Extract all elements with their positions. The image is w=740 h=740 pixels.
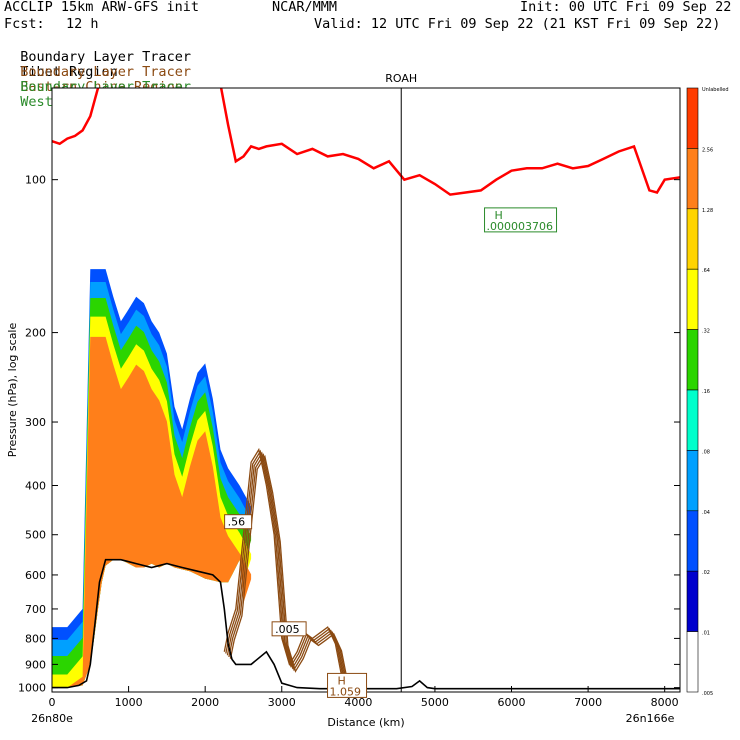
tropopause-line xyxy=(52,88,680,196)
x-tick-label: 5000 xyxy=(421,696,449,709)
y-tick-label: 700 xyxy=(25,603,46,616)
model-title: ACCLIP 15km ARW-GFS init xyxy=(4,0,200,15)
x-tick-label: 8000 xyxy=(651,696,679,709)
contour-label: .56 xyxy=(228,516,246,529)
colorbar-segment xyxy=(686,87,699,149)
y-tick-label: 900 xyxy=(25,658,46,671)
china-contour-line xyxy=(225,449,346,686)
extremum-value: .000003706 xyxy=(487,220,553,233)
contour-label-box xyxy=(271,621,307,637)
colorbar-label: .32 xyxy=(702,329,710,335)
valid-time: Valid: 12 UTC Fri 09 Sep 22 (21 KST Fri … xyxy=(314,16,721,32)
tracer-prefix: Boundary Layer Tracer xyxy=(20,64,191,80)
tracer-region: Tibet Region xyxy=(20,64,118,80)
colorbar-segment xyxy=(686,148,699,210)
right-endpoint-label: 26n166e xyxy=(626,712,675,725)
y-tick-label: 200 xyxy=(25,327,46,340)
extremum-label: H xyxy=(495,209,503,222)
colorbar-label: .08 xyxy=(702,449,710,455)
contour-label-box xyxy=(224,514,253,530)
terrain-line xyxy=(52,558,680,690)
x-tick-label: 7000 xyxy=(574,696,602,709)
station-label: ROAH xyxy=(385,72,417,85)
center-title: NCAR/MMM xyxy=(272,0,338,15)
plot-layer xyxy=(52,88,680,691)
tracer-legend-tibet: Boundary Layer Tracer Tibet Region xyxy=(4,35,191,80)
x-axis-label: Distance (km) xyxy=(327,716,404,729)
x-tick-label: 0 xyxy=(49,696,56,709)
tracer-prefix: Boundary Layer Tracer xyxy=(20,49,191,65)
extremum-box xyxy=(327,672,368,698)
init-time: Init: 00 UTC Fri 09 Sep 22 xyxy=(520,0,732,15)
colorbar-label: .02 xyxy=(702,570,710,576)
colorbar-segment xyxy=(686,450,699,512)
colorbar-segment xyxy=(686,389,699,451)
y-tick-label: 1000 xyxy=(18,682,46,695)
extremum-label: H xyxy=(338,674,346,687)
extremum-value: 1.059 xyxy=(330,685,362,698)
left-endpoint-label: 26n80e xyxy=(31,712,73,725)
colorbar-label: .64 xyxy=(702,268,710,274)
colorbar-label: .01 xyxy=(702,631,710,637)
colorbar-label: 2.56 xyxy=(702,147,713,153)
x-tick-label: 3000 xyxy=(268,696,296,709)
extremum-box xyxy=(484,207,558,233)
fcst-value: 12 h xyxy=(66,16,99,32)
y-tick-label: 400 xyxy=(25,479,46,492)
fcst-label: Fcst: xyxy=(4,16,45,32)
y-axis-label: Pressure (hPa), log scale xyxy=(6,323,19,458)
tracer-band-4 xyxy=(52,336,252,688)
x-tick-label: 2000 xyxy=(191,696,219,709)
colorbar-label: .04 xyxy=(702,510,710,516)
china-contour-line xyxy=(223,447,344,684)
colorbar-label: Unlabelled xyxy=(702,87,729,93)
colorbar-segment xyxy=(686,631,699,693)
china-contour-line xyxy=(226,451,347,687)
y-tick-label: 300 xyxy=(25,416,46,429)
colorbar-label: 1.28 xyxy=(702,208,713,214)
x-tick-label: 6000 xyxy=(498,696,526,709)
colorbar-label: .16 xyxy=(702,389,710,395)
colorbar-segment xyxy=(686,329,699,391)
china-contour-line xyxy=(229,454,350,691)
colorbar-label: .005 xyxy=(702,691,713,697)
x-tick-label: 1000 xyxy=(115,696,143,709)
y-tick-label: 600 xyxy=(25,569,46,582)
china-contour-line xyxy=(228,453,349,689)
colorbar-segment xyxy=(686,570,699,632)
colorbar-segment xyxy=(686,208,699,270)
y-tick-label: 100 xyxy=(25,174,46,187)
x-tick-label: 4000 xyxy=(344,696,372,709)
contour-label: .005 xyxy=(275,623,300,636)
colorbar-segment xyxy=(686,510,699,572)
y-tick-label: 500 xyxy=(25,529,46,542)
colorbar-segment xyxy=(686,268,699,330)
y-tick-label: 800 xyxy=(25,632,46,645)
